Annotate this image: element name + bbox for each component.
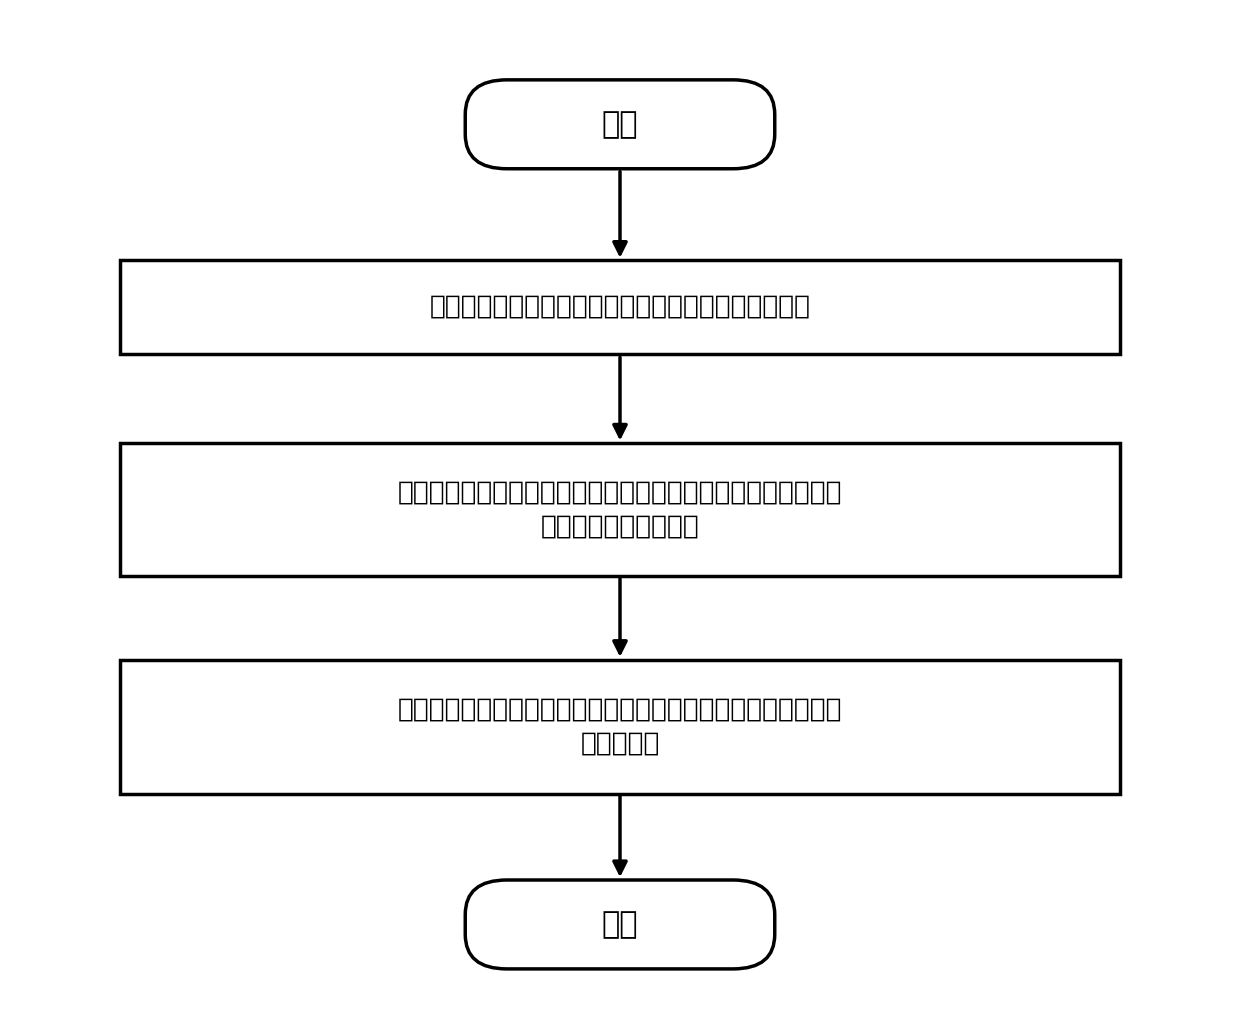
Bar	[120, 661, 1120, 793]
Bar	[120, 260, 1120, 354]
Text: 智能出风设备接收控制指令，根据控制指令控制多个出风栅板进
行组合排布: 智能出风设备接收控制指令，根据控制指令控制多个出风栅板进 行组合排布	[398, 697, 842, 757]
Text: 移动终端采集环境信息和接收智能出风设备的参数信息: 移动终端采集环境信息和接收智能出风设备的参数信息	[429, 294, 811, 320]
FancyBboxPatch shape	[465, 80, 775, 169]
Text: 开始: 开始	[601, 110, 639, 139]
Text: 结束: 结束	[601, 910, 639, 938]
FancyBboxPatch shape	[465, 880, 775, 969]
Text: 移动终端根据环境信息和参数信息，解析得到控制指令，向智能
出风设备发出控制指令: 移动终端根据环境信息和参数信息，解析得到控制指令，向智能 出风设备发出控制指令	[398, 480, 842, 539]
Bar	[120, 442, 1120, 576]
